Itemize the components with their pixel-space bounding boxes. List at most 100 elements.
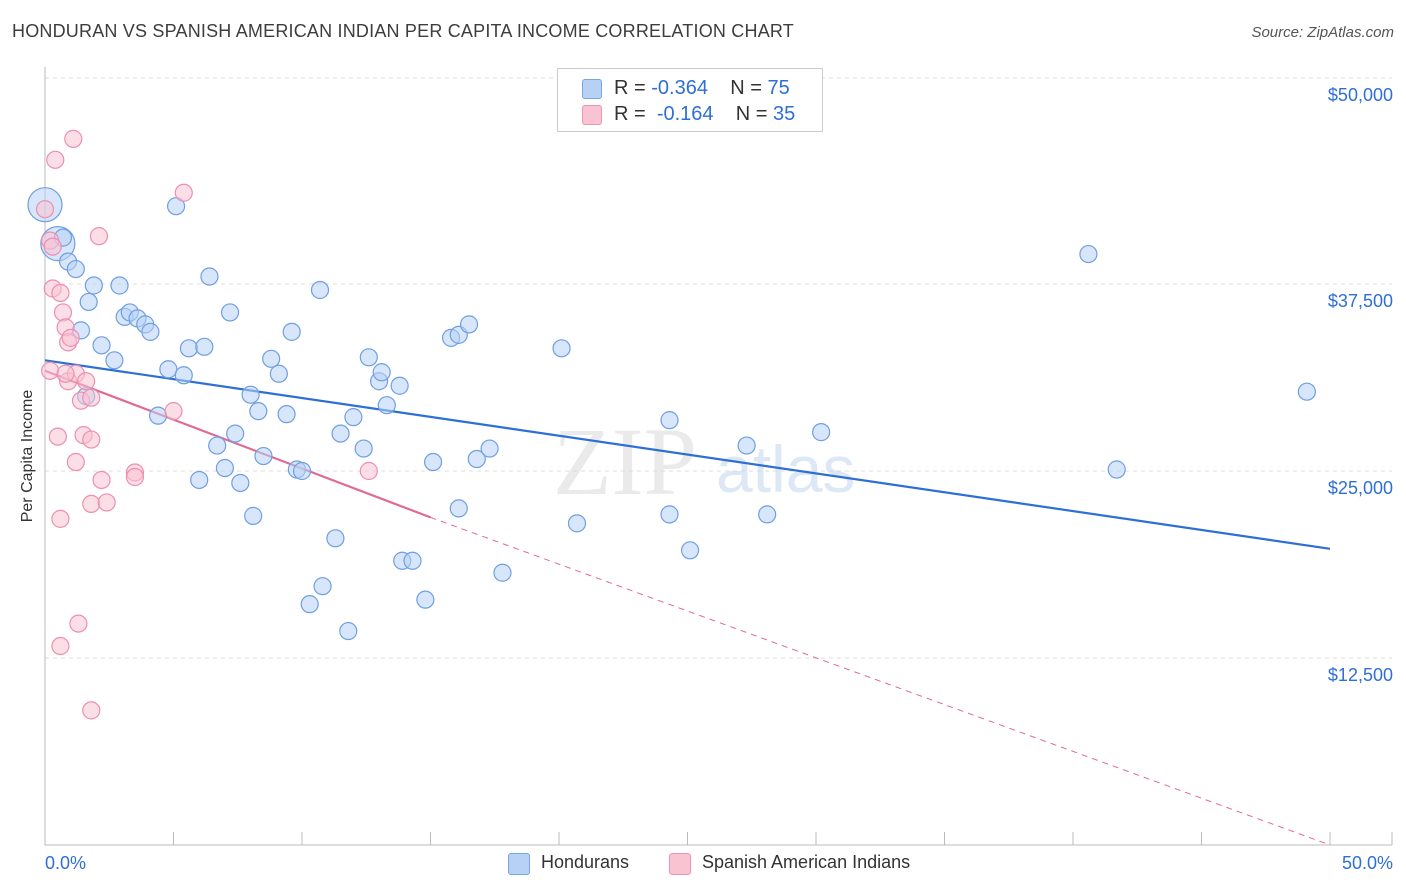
point-hondurans (467, 449, 486, 469)
point-hondurans (179, 339, 199, 358)
point-hondurans (84, 276, 103, 295)
point-hondurans (208, 436, 227, 455)
point-hondurans (148, 406, 168, 425)
point-spanish-american-indians (359, 461, 378, 481)
point-spanish-american-indians (56, 364, 75, 383)
source-label: Source: ZipAtlas.com (1251, 24, 1394, 41)
point-hondurans (416, 590, 435, 609)
point-spanish-american-indians (164, 402, 183, 421)
point-hondurans (262, 349, 281, 368)
point-hondurans (159, 360, 178, 379)
legend-n-value: 35 (773, 103, 796, 125)
y-tick-label: $50,000 (1328, 85, 1393, 105)
point-spanish-american-indians (92, 470, 111, 490)
point-hondurans (190, 470, 209, 490)
point-spanish-american-indians (82, 494, 101, 514)
point-spanish-american-indians (82, 388, 101, 407)
point-spanish-american-indians (89, 227, 109, 246)
point-hondurans (552, 339, 571, 358)
legend-swatch-pink (669, 853, 691, 875)
correlation-legend: R = -0.364 N = 75 R = -0.164 N = 35 (557, 68, 823, 132)
trendline-hondurans (44, 359, 1331, 550)
watermark: ZIP atlas (553, 408, 855, 515)
point-hondurans (269, 364, 288, 383)
point-hondurans (231, 473, 250, 493)
point-hondurans (344, 408, 363, 427)
point-hondurans (377, 396, 396, 415)
point-hondurans (1297, 382, 1316, 401)
legend-r-value: -0.164 (656, 103, 714, 125)
point-hondurans (244, 506, 263, 525)
point-hondurans (66, 259, 85, 279)
point-hondurans (105, 351, 124, 370)
point-hondurans (339, 621, 358, 641)
point-spanish-american-indians (43, 237, 62, 256)
legend-swatch-pink (582, 105, 602, 125)
point-hondurans (758, 505, 777, 524)
point-hondurans (354, 439, 373, 458)
legend-n-label: N = (735, 103, 768, 125)
point-spanish-american-indians (82, 701, 101, 720)
point-hondurans (292, 461, 312, 481)
point-hondurans (1107, 460, 1126, 479)
x-tick-label-max: 50.0% (1342, 853, 1393, 873)
point-hondurans (200, 267, 219, 286)
point-hondurans (241, 385, 260, 404)
point-hondurans (249, 402, 268, 421)
point-hondurans (277, 405, 296, 424)
point-hondurans (313, 577, 332, 596)
legend-r-value: -0.364 (651, 77, 708, 99)
grid-layer (45, 77, 1392, 659)
x-tick-labels: 0.0% 50.0% (45, 853, 1393, 873)
point-hondurans (300, 595, 319, 614)
legend-swatch-blue (508, 853, 530, 875)
point-hondurans (326, 529, 345, 548)
point-spanish-american-indians (51, 283, 70, 303)
point-spanish-american-indians (53, 303, 73, 322)
point-spanish-american-indians (69, 614, 88, 633)
point-spanish-american-indians (51, 636, 70, 656)
y-tick-label: $12,500 (1328, 665, 1393, 685)
point-spanish-american-indians (61, 328, 80, 347)
point-spanish-american-indians (174, 183, 193, 202)
trendline-spanish-american-indians-extension (430, 516, 1331, 846)
point-hondurans (220, 303, 240, 322)
point-spanish-american-indians (46, 150, 65, 169)
point-spanish-american-indians (66, 452, 85, 472)
legend-label-spanish-american-indians: Spanish American Indians (702, 852, 911, 872)
y-tick-label: $37,500 (1328, 291, 1393, 311)
y-axis-label: Per Capita Income (19, 389, 36, 523)
point-spanish-american-indians (41, 361, 60, 380)
point-hondurans (226, 424, 245, 443)
x-tick-label-min: 0.0% (45, 853, 86, 873)
point-hondurans (110, 276, 129, 295)
point-hondurans (372, 363, 391, 382)
point-hondurans (195, 337, 214, 356)
legend-n-label: N = (730, 77, 762, 99)
point-hondurans (459, 315, 479, 334)
point-hondurans (449, 499, 468, 518)
point-hondurans (215, 458, 234, 478)
point-hondurans (359, 348, 378, 367)
point-hondurans (79, 292, 98, 312)
point-hondurans (480, 439, 499, 458)
point-spanish-american-indians (64, 129, 83, 148)
point-spanish-american-indians (97, 493, 116, 512)
point-hondurans (812, 423, 831, 442)
point-spanish-american-indians (35, 200, 55, 219)
chart-title: HONDURAN VS SPANISH AMERICAN INDIAN PER … (12, 21, 794, 41)
legend-r-label: R = (614, 77, 646, 99)
point-hondurans (737, 436, 756, 455)
point-spanish-american-indians (51, 509, 70, 528)
point-spanish-american-indians (125, 467, 145, 487)
point-spanish-american-indians (82, 430, 101, 449)
point-hondurans (331, 424, 350, 443)
point-spanish-american-indians (48, 427, 67, 446)
points-layer (27, 129, 1316, 720)
point-hondurans (403, 551, 422, 570)
point-hondurans (254, 446, 273, 466)
point-hondurans (141, 322, 160, 341)
point-hondurans (493, 563, 512, 582)
point-hondurans (92, 336, 111, 355)
